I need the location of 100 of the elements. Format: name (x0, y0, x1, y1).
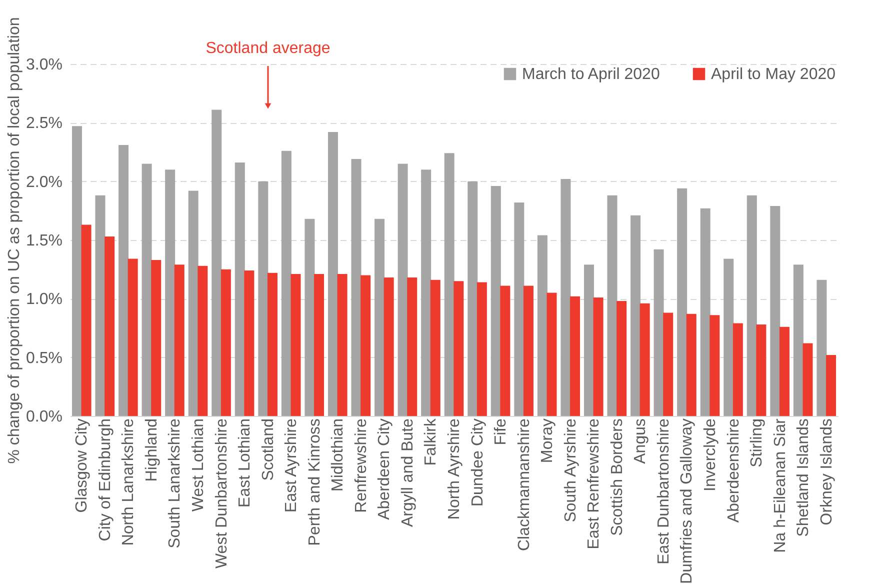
bar (570, 296, 580, 416)
x-tick-label: East Lothian (236, 418, 254, 508)
bar (128, 258, 138, 416)
x-tick-label: Highland (143, 418, 160, 482)
bar (677, 188, 688, 416)
bar (384, 278, 394, 416)
bar (593, 297, 604, 416)
x-tick-label: Dumfries and Galloway (678, 418, 696, 584)
bar (220, 269, 231, 416)
bar (142, 164, 152, 416)
x-tick-label: North Lanarkshire (120, 418, 138, 546)
bar (640, 303, 650, 416)
x-tick-label: Renfrewshire (352, 418, 370, 513)
bar (407, 278, 418, 416)
bar (560, 178, 571, 416)
bar (779, 326, 790, 416)
x-tick-label: Midlothian (330, 418, 347, 492)
bar (104, 236, 115, 416)
y-tick-label: 2.0% (26, 174, 62, 191)
y-tick-label: 0.0% (26, 408, 62, 426)
bar (468, 181, 478, 416)
bar (95, 195, 106, 416)
x-tick-label: Falkirk (422, 418, 440, 466)
bar (290, 274, 301, 416)
x-tick-label: East Renfrewshire (586, 418, 603, 550)
bar (304, 218, 315, 416)
x-tick-label: Inverclyde (702, 418, 719, 492)
bar (826, 354, 836, 416)
bar (421, 170, 432, 416)
bar (351, 159, 362, 416)
bar (523, 286, 534, 416)
x-tick-label: East Ayrshire (283, 418, 300, 512)
legend-label: March to April 2020 (522, 66, 660, 83)
bar (314, 274, 324, 416)
x-tick-label: West Dunbartonshire (213, 418, 230, 568)
bar (607, 195, 618, 416)
bar (337, 274, 348, 416)
bar (546, 292, 557, 416)
bar (454, 281, 464, 416)
bar (584, 264, 594, 416)
bar (663, 312, 674, 416)
x-tick-label: Stirling (748, 418, 766, 468)
bar (360, 275, 371, 416)
y-axis-title: % change of proportion on UC as proportion of local population (6, 17, 24, 464)
bar (234, 162, 245, 416)
bar (802, 343, 813, 416)
x-tick-label: Perth and Kinross (306, 418, 324, 546)
bar (770, 206, 780, 416)
legend-label: April to May 2020 (711, 66, 836, 83)
bar (165, 170, 176, 416)
bar (328, 132, 338, 416)
y-tick-label: 1.0% (26, 291, 62, 308)
x-tick-label: City of Edinburgh (96, 418, 114, 542)
text: Scotland average (206, 40, 330, 57)
bar (686, 314, 696, 416)
bar (700, 208, 710, 416)
bar (444, 153, 454, 416)
x-tick-label: Scotland (260, 418, 277, 481)
bar (756, 324, 766, 416)
x-tick-label: Argyll and Bute (399, 418, 416, 528)
x-tick-label: Fife (492, 418, 510, 446)
x-tick-label: Na h-Eileanan Siar (772, 418, 789, 553)
bar (212, 110, 222, 416)
bar (281, 150, 292, 416)
bar (174, 264, 184, 416)
x-tick-label: South Ayrshire (562, 418, 580, 522)
x-tick-label: Shetland Islands (795, 418, 812, 537)
y-tick-label: 1.5% (26, 232, 62, 250)
bar (398, 164, 408, 416)
bar (710, 315, 720, 416)
y-tick-label: 3.0% (26, 56, 62, 74)
x-tick-label: Orkney Islands (818, 418, 836, 526)
x-tick-label: Glasgow City (74, 418, 91, 513)
x-tick-label: North Ayrshire (446, 418, 463, 520)
bar (630, 215, 641, 416)
bar (188, 190, 198, 416)
bar (81, 224, 92, 416)
bar (514, 202, 524, 416)
x-tick-label: West Lothian (190, 418, 207, 512)
x-tick-label: Aberdeen City (376, 418, 394, 520)
x-tick-label: Aberdeenshire (725, 418, 742, 523)
bar (537, 235, 548, 416)
bar (732, 323, 743, 416)
bar (793, 264, 804, 416)
y-tick-label: 2.5% (26, 115, 62, 132)
x-tick-label: Angus (632, 418, 650, 464)
bar (244, 270, 254, 416)
bar (267, 272, 278, 416)
bar (616, 301, 627, 416)
x-tick-label: Dundee City (469, 418, 486, 507)
bar (746, 195, 757, 416)
bar (118, 144, 129, 416)
bar (72, 126, 82, 416)
x-tick-label: Moray (539, 418, 556, 463)
bar (490, 186, 501, 416)
x-tick-label: East Dunbartonshire (655, 418, 672, 564)
bar (500, 286, 510, 416)
bar (258, 181, 268, 416)
bar (476, 282, 487, 416)
bar (198, 266, 208, 416)
